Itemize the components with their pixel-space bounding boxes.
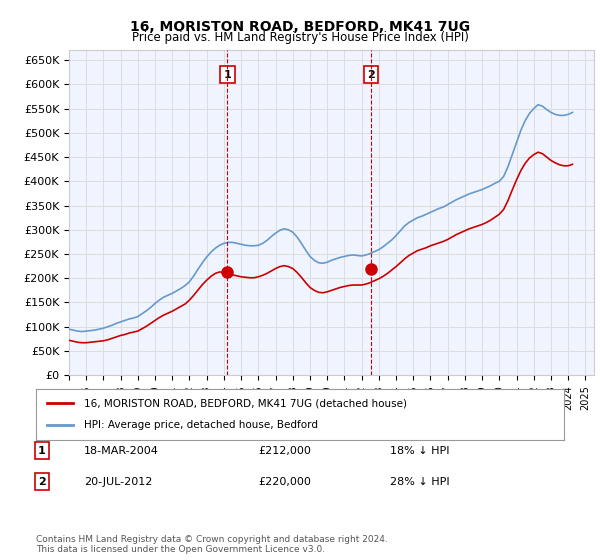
Text: 18% ↓ HPI: 18% ↓ HPI [390, 446, 449, 456]
Text: 16, MORISTON ROAD, BEDFORD, MK41 7UG (detached house): 16, MORISTON ROAD, BEDFORD, MK41 7UG (de… [83, 398, 407, 408]
Text: Contains HM Land Registry data © Crown copyright and database right 2024.
This d: Contains HM Land Registry data © Crown c… [36, 535, 388, 554]
Text: HPI: Average price, detached house, Bedford: HPI: Average price, detached house, Bedf… [83, 421, 317, 431]
Text: 2: 2 [38, 477, 46, 487]
Text: 18-MAR-2004: 18-MAR-2004 [84, 446, 159, 456]
Text: 28% ↓ HPI: 28% ↓ HPI [390, 477, 449, 487]
Text: 2: 2 [367, 69, 375, 80]
Text: 20-JUL-2012: 20-JUL-2012 [84, 477, 152, 487]
Text: 16, MORISTON ROAD, BEDFORD, MK41 7UG: 16, MORISTON ROAD, BEDFORD, MK41 7UG [130, 20, 470, 34]
Text: £212,000: £212,000 [258, 446, 311, 456]
Text: £220,000: £220,000 [258, 477, 311, 487]
Text: 1: 1 [38, 446, 46, 456]
Text: 1: 1 [223, 69, 231, 80]
Text: Price paid vs. HM Land Registry's House Price Index (HPI): Price paid vs. HM Land Registry's House … [131, 31, 469, 44]
